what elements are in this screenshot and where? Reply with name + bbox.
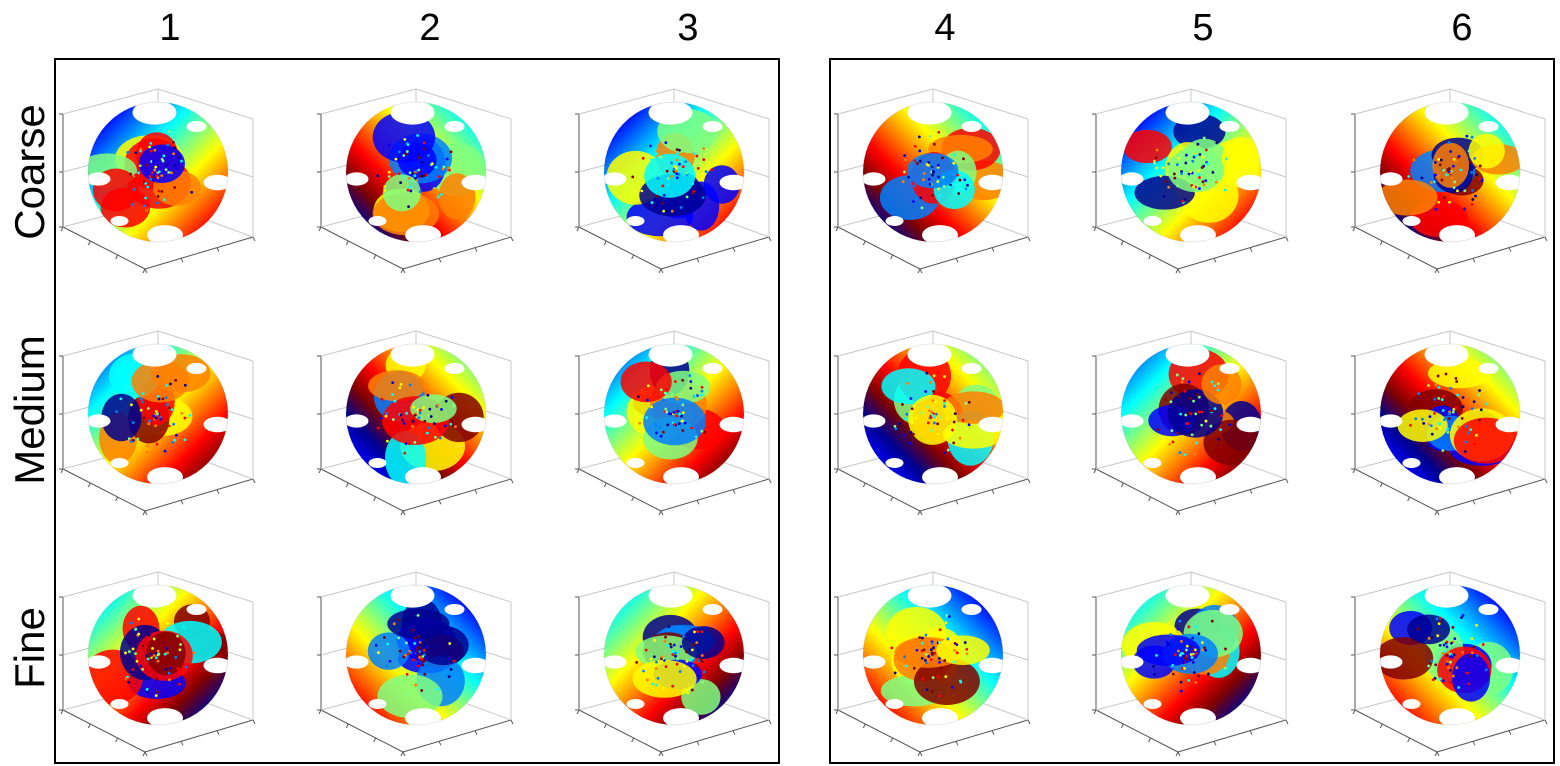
cell-coarse-5	[1092, 88, 1289, 274]
cell-fine-6	[1351, 571, 1548, 757]
cell-coarse-6	[1351, 88, 1548, 274]
column-label-2: 2	[419, 7, 441, 49]
column-label-5: 5	[1192, 7, 1214, 49]
cell-fine-5	[1092, 571, 1289, 757]
cell-medium-1	[59, 330, 256, 516]
cell-coarse-3	[575, 88, 772, 274]
cell-coarse-4	[834, 88, 1031, 274]
cell-medium-2	[317, 330, 514, 516]
column-label-4: 4	[934, 7, 956, 49]
cell-fine-4	[834, 571, 1031, 757]
left-panel	[54, 58, 780, 764]
cell-medium-3	[575, 330, 772, 516]
cell-coarse-1	[59, 88, 256, 274]
column-label-6: 6	[1451, 7, 1473, 49]
cell-medium-5	[1092, 330, 1289, 516]
cell-coarse-2	[317, 88, 514, 274]
cell-medium-4	[834, 330, 1031, 516]
column-label-1: 1	[159, 7, 181, 49]
column-label-3: 3	[677, 7, 699, 49]
right-panel	[829, 58, 1555, 764]
cell-fine-3	[575, 571, 772, 757]
cell-medium-6	[1351, 330, 1548, 516]
cell-fine-2	[317, 571, 514, 757]
cell-fine-1	[59, 571, 256, 757]
